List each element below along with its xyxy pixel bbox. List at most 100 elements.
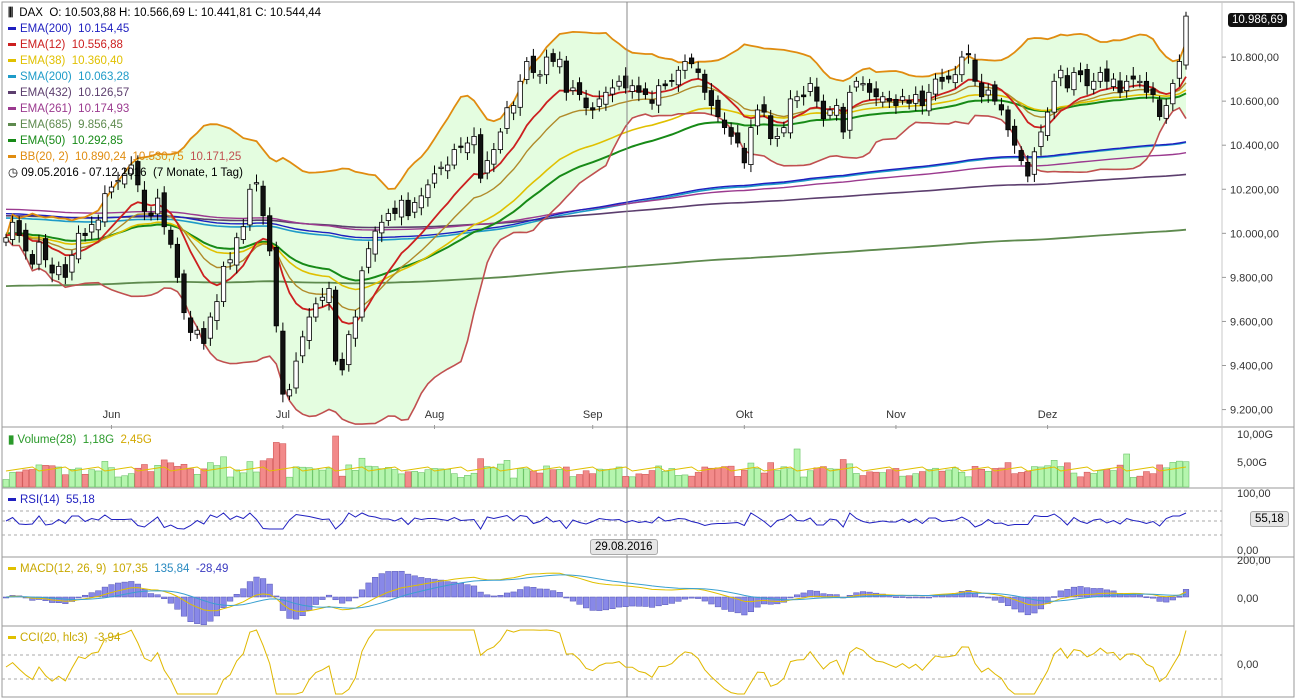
macd-hist-bar <box>1004 596 1012 607</box>
macd-legend[interactable]: MACD(12, 26, 9) 107,35 135,84 -28,49 <box>8 562 228 576</box>
candle-body <box>642 88 649 95</box>
candle-body <box>379 221 385 234</box>
volume-legend[interactable]: ▮ Volume(28) 1,18G 2,45G <box>8 433 152 447</box>
volume-bar <box>800 476 807 488</box>
candle-body <box>333 289 339 362</box>
volume-bar <box>780 466 788 488</box>
macd-hist-bar <box>372 577 379 598</box>
volume-bar <box>325 467 333 488</box>
volume-bar <box>892 468 900 488</box>
macd-hist-bar <box>1018 596 1025 613</box>
date-range-row[interactable]: ◷ 09.05.2016 - 07.12.2016 (7 Monate, 1 T… <box>8 166 243 180</box>
macd-hist-bar <box>352 596 359 599</box>
candle-body <box>688 57 695 65</box>
volume-bar <box>701 466 709 488</box>
macd-hist-bar <box>299 596 306 616</box>
volume-bar <box>1156 464 1163 488</box>
macd-hist-bar <box>246 581 253 598</box>
macd-hist-bar <box>708 596 715 605</box>
price-tick-label: 9.600,00 <box>1230 316 1273 328</box>
legend-item[interactable]: EMA(50) 10.292,85 <box>8 134 123 148</box>
macd-line <box>5 572 1187 613</box>
volume-bar <box>358 457 366 488</box>
macd-hist-bar <box>774 596 781 605</box>
volume-bar <box>29 469 36 488</box>
volume-bar <box>2 479 10 488</box>
candle-body <box>708 90 714 106</box>
candle-body <box>754 109 761 127</box>
candle-body <box>965 53 972 56</box>
legend-item[interactable]: EMA(261) 10.174,93 <box>8 102 129 116</box>
volume-bar <box>286 476 293 488</box>
volume-bar <box>998 467 1005 488</box>
candle-body <box>985 89 991 96</box>
volume-bar <box>292 466 300 488</box>
legend-item[interactable]: EMA(38) 10.360,40 <box>8 54 123 68</box>
candle-body <box>774 135 780 139</box>
volume-bar <box>635 473 643 488</box>
candle-body <box>860 83 866 86</box>
legend-item[interactable]: SMA(200) 10.063,28 <box>8 70 129 84</box>
legend-label: EMA(685) <box>20 119 72 131</box>
bollinger-band-fill <box>6 31 1186 425</box>
legend-item[interactable]: EMA(685) 9.856,45 <box>8 118 123 132</box>
volume-bar <box>569 476 577 488</box>
candle-body <box>1150 88 1156 95</box>
volume-bar <box>978 468 985 488</box>
legend-item[interactable]: EMA(200) 10.154,45 <box>8 22 129 36</box>
rsi-legend[interactable]: RSI(14) 55,18 <box>8 493 95 507</box>
panel-value: -3,94 <box>94 632 121 644</box>
volume-bar <box>773 470 781 488</box>
legend-item-bb[interactable]: BB(20, 2) 10.890,24 10.530,75 10.171,25 <box>8 150 241 164</box>
legend-label: EMA(200) <box>20 23 72 35</box>
volume-bar <box>536 472 544 488</box>
candle-body <box>280 330 286 395</box>
candle-body <box>478 134 484 179</box>
volume-bar <box>839 459 847 488</box>
panel-value: 55,18 <box>66 494 95 506</box>
macd-hist-bar <box>563 596 570 599</box>
macd-hist-bar <box>240 588 247 598</box>
macd-hist-bar <box>213 596 220 617</box>
candle-body <box>787 98 794 134</box>
candle-body <box>207 316 213 339</box>
volume-bar <box>681 474 689 488</box>
volume-bar <box>22 469 30 488</box>
candle-body <box>445 164 451 172</box>
macd-hist-bar <box>622 596 629 607</box>
candle-body <box>36 241 42 265</box>
header-ohlc[interactable]: ⫼ DAX O: 10.503,88 H: 10.566,69 L: 10.441… <box>8 6 321 20</box>
volume-bar <box>806 470 814 488</box>
date-range: 09.05.2016 - 07.12.2016 <box>21 167 147 179</box>
macd-hist-bar <box>457 583 464 598</box>
cci-legend[interactable]: CCI(20, hlc3) -3,94 <box>8 631 120 645</box>
volume-bar <box>694 472 702 488</box>
macd-hist-bar <box>985 596 992 599</box>
volume-bar <box>971 466 979 488</box>
price-tick-label: 10.600,00 <box>1230 96 1279 108</box>
month-tick-label: Aug <box>425 409 445 421</box>
macd-hist-bar <box>794 594 801 598</box>
volume-bar <box>734 476 742 488</box>
volume-bar <box>655 465 662 488</box>
volume-bar <box>1064 462 1071 488</box>
candle-body <box>352 316 358 339</box>
candle-body <box>820 100 827 120</box>
macd-hist-bar <box>141 589 148 598</box>
candle-body <box>497 131 504 151</box>
volume-bar <box>134 467 142 488</box>
volume-bar <box>1070 472 1078 488</box>
volume-bar <box>549 469 557 488</box>
macd-hist-bar <box>1156 596 1163 602</box>
candle-body <box>339 358 345 371</box>
volume-bar <box>299 466 306 488</box>
candle-body <box>715 99 721 117</box>
legend-item[interactable]: EMA(432) 10.126,57 <box>8 86 129 100</box>
volume-icon: ▮ <box>8 434 15 446</box>
legend-item[interactable]: EMA(12) 10.556,88 <box>8 38 123 52</box>
volume-bar <box>582 470 590 488</box>
volume-bar <box>477 458 484 488</box>
candle-body <box>649 99 655 104</box>
volume-bar <box>859 475 867 488</box>
